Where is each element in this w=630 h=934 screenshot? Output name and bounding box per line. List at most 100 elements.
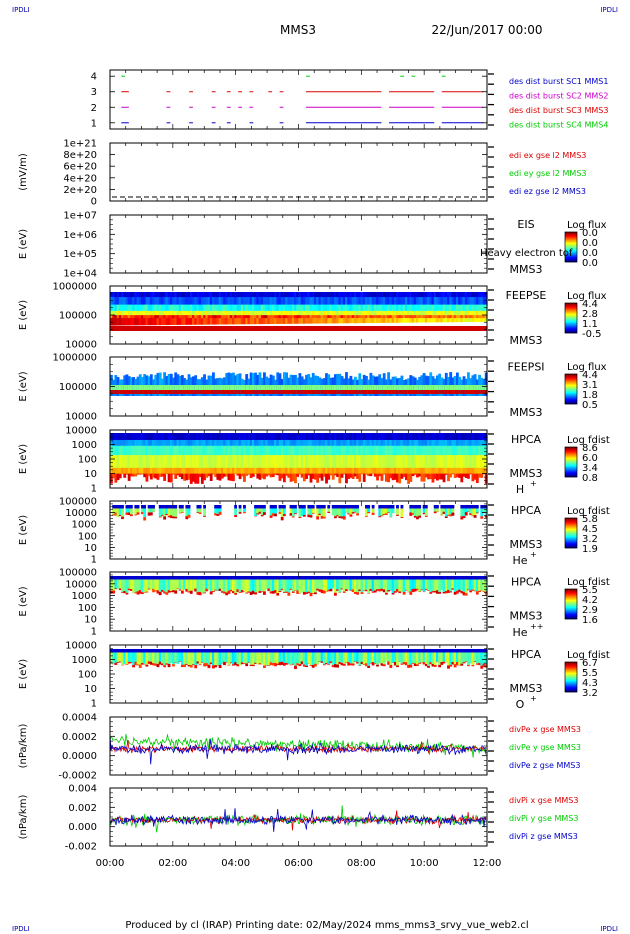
heatmap-cell xyxy=(422,326,426,331)
heatmap-cell xyxy=(464,433,468,441)
heatmap-cell xyxy=(376,455,379,469)
heatmap-cell xyxy=(435,579,439,591)
heatmap-cell xyxy=(205,439,209,447)
heatmap-cell xyxy=(320,508,324,516)
colorbar-cell xyxy=(565,460,577,462)
heatmap-cell xyxy=(274,326,277,331)
heatmap-cell xyxy=(289,513,293,516)
heatmap-cell xyxy=(229,326,233,331)
heatmap-cell xyxy=(276,649,280,653)
heatmap-cell xyxy=(245,576,249,580)
heatmap-cell xyxy=(243,304,246,312)
heatmap-cell xyxy=(189,385,193,390)
heatmap-cell xyxy=(265,652,269,666)
heatmap-cell xyxy=(185,292,189,298)
heatmap-cell xyxy=(138,385,142,390)
heatmap-cell xyxy=(203,304,206,312)
heatmap-cell xyxy=(218,385,222,390)
y-tick-label: 10000 xyxy=(65,426,97,437)
colorbar-frame xyxy=(564,588,578,620)
heatmap-cell xyxy=(460,508,464,517)
heatmap-cell xyxy=(327,310,331,316)
heatmap-cell xyxy=(416,385,419,390)
y-tick-label: 10000 xyxy=(65,412,97,423)
heatmap-cell xyxy=(260,576,264,580)
heatmap-cell xyxy=(382,455,386,469)
heatmap-cell xyxy=(429,315,433,319)
heatmap-cell xyxy=(258,467,262,475)
heatmap-cell xyxy=(302,385,306,390)
heatmap-cell xyxy=(116,385,120,390)
heatmap-cell xyxy=(291,433,295,441)
colorbar-cell xyxy=(565,524,577,526)
heatmap-cell xyxy=(269,326,273,331)
heatmap-cell xyxy=(161,579,164,590)
heatmap-cell xyxy=(353,439,357,447)
colorbar-cell xyxy=(565,329,577,331)
heatmap-cell xyxy=(333,467,337,475)
heatmap-cell xyxy=(444,445,448,456)
heatmap-cell xyxy=(331,326,335,331)
heatmap-cell xyxy=(404,473,408,481)
heatmap-cell xyxy=(287,385,291,390)
heatmap-cell xyxy=(473,439,477,447)
heatmap-cell xyxy=(225,579,229,593)
heatmap-cell xyxy=(482,439,486,447)
colorbar-cell xyxy=(565,331,577,333)
heatmap-cell xyxy=(333,576,337,580)
colorbar-cell xyxy=(565,447,577,449)
heatmap-cell xyxy=(223,326,226,331)
heatmap-cell xyxy=(331,390,335,394)
heatmap-cell xyxy=(271,662,275,666)
heatmap-cell xyxy=(243,292,246,298)
colorbar-cell xyxy=(565,522,577,524)
heatmap-cell xyxy=(305,576,308,580)
heatmap-cell xyxy=(302,315,306,319)
y-tick-label: 1e+04 xyxy=(63,269,97,280)
heatmap-cell xyxy=(147,652,151,662)
heatmap-cell xyxy=(200,315,204,319)
heatmap-cell xyxy=(141,473,144,475)
heatmap-cell xyxy=(121,467,124,475)
heatmap-cell xyxy=(298,649,302,653)
heatmap-cell xyxy=(482,576,486,580)
heatmap-cell xyxy=(444,390,448,394)
heatmap-cell xyxy=(169,515,173,519)
heatmap-cell xyxy=(298,473,302,475)
heatmap-cell xyxy=(402,439,406,447)
heatmap-cell xyxy=(254,439,257,447)
colorbar-tick-label: 0.0 xyxy=(582,248,598,259)
heatmap-cell xyxy=(362,304,366,312)
heatmap-cell xyxy=(447,445,450,456)
heatmap-cell xyxy=(172,310,175,316)
heatmap-cell xyxy=(473,473,477,480)
heatmap-cell xyxy=(460,315,464,319)
heatmap-cell xyxy=(400,508,404,518)
heatmap-cell xyxy=(418,385,422,390)
heatmap-cell xyxy=(203,433,206,441)
heatmap-cell xyxy=(336,326,340,331)
heatmap-cell xyxy=(480,318,484,322)
heatmap-cell xyxy=(333,455,337,469)
heatmap-cell xyxy=(336,576,340,580)
heatmap-cell xyxy=(263,304,266,312)
heatmap-cell xyxy=(478,315,481,319)
heatmap-cell xyxy=(413,310,417,316)
heatmap-cell xyxy=(196,591,200,595)
heatmap-cell xyxy=(449,304,453,312)
heatmap-cell xyxy=(291,576,295,580)
heatmap-cell xyxy=(338,373,342,396)
colorbar-cell xyxy=(565,308,577,310)
heatmap-cell xyxy=(274,649,277,653)
heatmap-cell xyxy=(442,576,446,580)
heatmap-cell xyxy=(404,390,408,394)
heatmap-cell xyxy=(455,467,459,475)
heatmap-cell xyxy=(371,315,375,319)
heatmap-cell xyxy=(132,297,135,306)
species-charge-label: ++ xyxy=(530,622,543,631)
heatmap-cell xyxy=(134,467,138,475)
heatmap-cell xyxy=(449,315,453,319)
heatmap-cell xyxy=(435,292,439,298)
heatmap-cell xyxy=(300,390,304,394)
heatmap-cell xyxy=(325,579,328,592)
